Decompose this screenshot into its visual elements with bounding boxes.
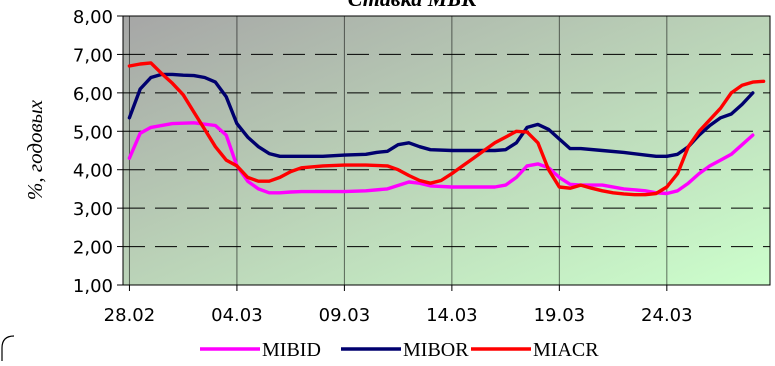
y-tick-label: 5,00: [73, 122, 113, 143]
chart-frame: [1, 335, 15, 361]
chart-title: Ставка МБК: [348, 0, 478, 11]
legend-label-mibor: MIBOR: [403, 339, 469, 361]
x-tick-label: 28.02: [104, 305, 156, 326]
axes: 1,00 2,00 3,00 4,00 5,00 6,00 7,00 8,00 28.02 04.…: [73, 7, 693, 326]
y-tick-label: 1,00: [73, 276, 113, 297]
x-tick-label: 04.03: [211, 305, 263, 326]
y-axis-label: %, годовых: [23, 99, 47, 200]
series-line-mibor: [127, 72, 755, 159]
y-tick-label: 8,00: [73, 7, 113, 28]
x-tick-label: 09.03: [319, 305, 371, 326]
legend: MIBID MIBOR MIACR: [200, 339, 599, 361]
y-tick-label: 7,00: [73, 45, 113, 66]
y-tick-label: 6,00: [73, 84, 113, 105]
series-line-miacr: [127, 61, 766, 197]
legend-label-miacr: MIACR: [533, 339, 599, 361]
grid-lines: [123, 16, 770, 285]
legend-label-mibid: MIBID: [262, 339, 321, 361]
y-tick-label: 2,00: [73, 238, 113, 259]
x-tick-label: 24.03: [641, 305, 693, 326]
x-tick-label: 19.03: [534, 305, 586, 326]
y-tick-label: 4,00: [73, 161, 113, 182]
x-tick-label: 14.03: [426, 305, 478, 326]
y-tick-label: 3,00: [73, 199, 113, 220]
series-lines: [127, 61, 766, 197]
